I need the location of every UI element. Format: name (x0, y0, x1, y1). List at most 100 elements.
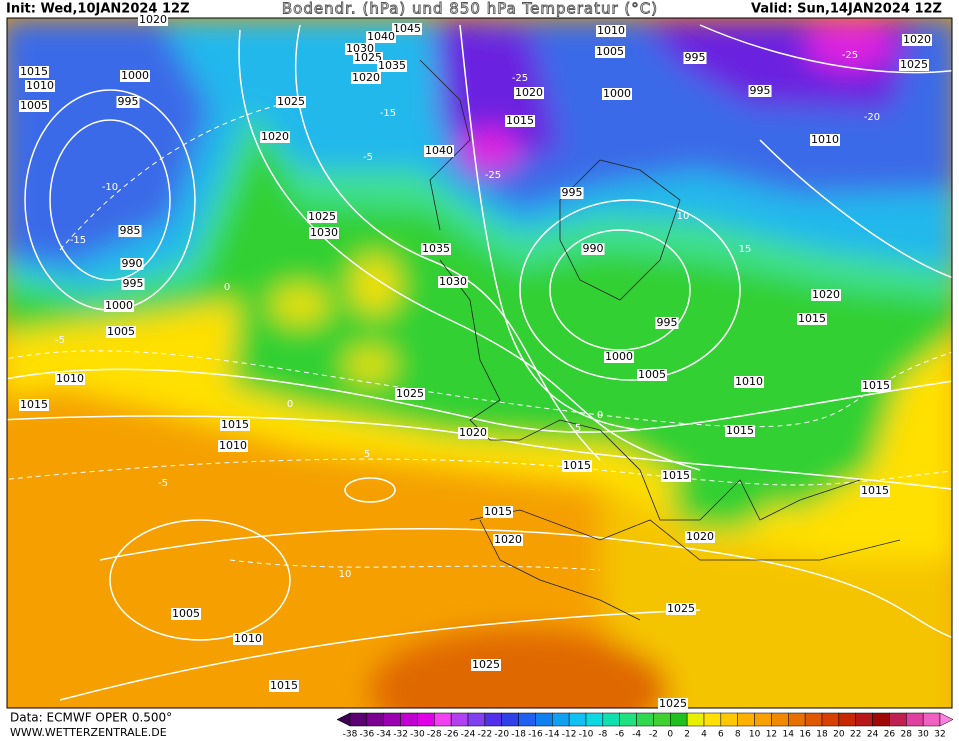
scale-box (518, 712, 536, 727)
isobar-label: 995 (657, 316, 678, 329)
temperature-label: -10 (102, 182, 118, 193)
scale-box (686, 712, 705, 727)
isobar-label-box (309, 227, 339, 239)
scale-tick-label: -14 (545, 730, 560, 740)
isobar-label-box (505, 115, 535, 127)
isobar-label: 1015 (662, 469, 690, 482)
isobar-label-box (811, 289, 841, 301)
isobar-label: 1000 (605, 350, 633, 363)
isobar-label-box (116, 96, 140, 108)
isobar-label-box (19, 66, 49, 78)
temperature-label: 15 (739, 244, 752, 255)
isobar-label: 1010 (811, 133, 839, 146)
isobar-label-box (121, 278, 145, 290)
init-time: Init: Wed,10JAN2024 12Z (6, 2, 190, 17)
temperature-label: -15 (380, 108, 396, 119)
isobar-label-box (658, 698, 688, 710)
isobar-label: 995 (123, 277, 144, 290)
temperature-label: -25 (842, 50, 858, 61)
isobar-label-box (171, 608, 201, 620)
isobar-label: 1015 (862, 379, 890, 392)
isobar-label: 1025 (396, 387, 424, 400)
isobar-label: 1030 (346, 42, 374, 55)
isobar-label: 1025 (308, 210, 336, 223)
isobar-label-box (120, 70, 150, 82)
isobar-label-box (810, 134, 840, 146)
scale-box (855, 712, 873, 727)
scale-box (737, 712, 755, 727)
scale-tick-label: 8 (735, 730, 741, 740)
isobar-label-box (562, 460, 592, 472)
temperature-label: 5 (364, 449, 370, 460)
scale-box (383, 712, 401, 727)
isobar-label-box (353, 52, 383, 64)
isobar-label: 1015 (506, 114, 534, 127)
isobar-label-box (395, 388, 425, 400)
isobar-label: 1000 (603, 87, 631, 100)
scale-tick-label: -6 (615, 730, 624, 740)
isobar-label-box (860, 485, 890, 497)
isobar-label-box (218, 440, 248, 452)
scale-tick-label: -28 (427, 730, 442, 740)
isobar-label: 1015 (484, 505, 512, 518)
isobar-label-box (55, 373, 85, 385)
isobar-label: 1040 (367, 30, 395, 43)
isobar-label-box (260, 131, 290, 143)
scale-tick-label: -2 (649, 730, 658, 740)
scale-tick-label: 2 (684, 730, 690, 740)
scale-tick-label: -24 (461, 730, 476, 740)
scale-tick-label: -34 (376, 730, 391, 740)
isobar-label: 1015 (270, 679, 298, 692)
isobar-label: 1005 (20, 99, 48, 112)
scale-box (636, 712, 654, 727)
isobar-label: 1035 (422, 242, 450, 255)
scale-box (568, 712, 587, 727)
isobar-label-box (276, 96, 306, 108)
scale-arrow-left (336, 712, 351, 727)
scale-tick-label: -30 (410, 730, 425, 740)
scale-box (434, 712, 452, 727)
scale-box (467, 712, 486, 727)
temperature-label: 10 (677, 211, 690, 222)
isobar-label-box (560, 187, 584, 199)
scale-box (838, 712, 856, 727)
isobar-label: 1015 (20, 398, 48, 411)
isobar-label: 1005 (638, 368, 666, 381)
scale-box (619, 712, 637, 727)
isobar-label-box (602, 88, 632, 100)
isobar-label: 1010 (26, 79, 54, 92)
isobar-label-box (269, 680, 299, 692)
scale-tick-label: 26 (884, 730, 896, 740)
scale-tick-label: -4 (632, 730, 641, 740)
scale-tick-label: -18 (511, 730, 526, 740)
isobar-label-box (685, 531, 715, 543)
coastlines (419, 59, 901, 621)
isobar-label: 1020 (352, 71, 380, 84)
isobar-label-box (377, 60, 407, 72)
scale-tick-label: -8 (598, 730, 607, 740)
scale-box (670, 712, 688, 727)
temperature-label: -15 (70, 235, 86, 246)
scale-tick-label: -36 (360, 730, 375, 740)
isobar-label-box (596, 25, 626, 37)
isobar-label-box (104, 300, 134, 312)
isobar-label: 1020 (459, 426, 487, 439)
isobar-label-box (683, 52, 707, 64)
isobar-label: 995 (685, 51, 706, 64)
isobar-label: 1000 (105, 299, 133, 312)
isobar-label: 1045 (393, 22, 421, 35)
scale-tick-label: 0 (667, 730, 673, 740)
isobar-label-box (421, 243, 451, 255)
isobar-label-box (351, 72, 381, 84)
isobar-label-box (902, 34, 932, 46)
data-source: Data: ECMWF OPER 0.500° (10, 711, 172, 725)
isobar-label: 1030 (310, 226, 338, 239)
temperature-label: -5 (363, 152, 373, 163)
isobar-label-box (861, 380, 891, 392)
scale-box (804, 712, 823, 727)
scale-tick-label: 22 (850, 730, 861, 740)
scale-box (450, 712, 469, 727)
temperature-label: -25 (512, 73, 528, 84)
scale-box (821, 712, 840, 727)
isobar-label-box (307, 211, 337, 223)
